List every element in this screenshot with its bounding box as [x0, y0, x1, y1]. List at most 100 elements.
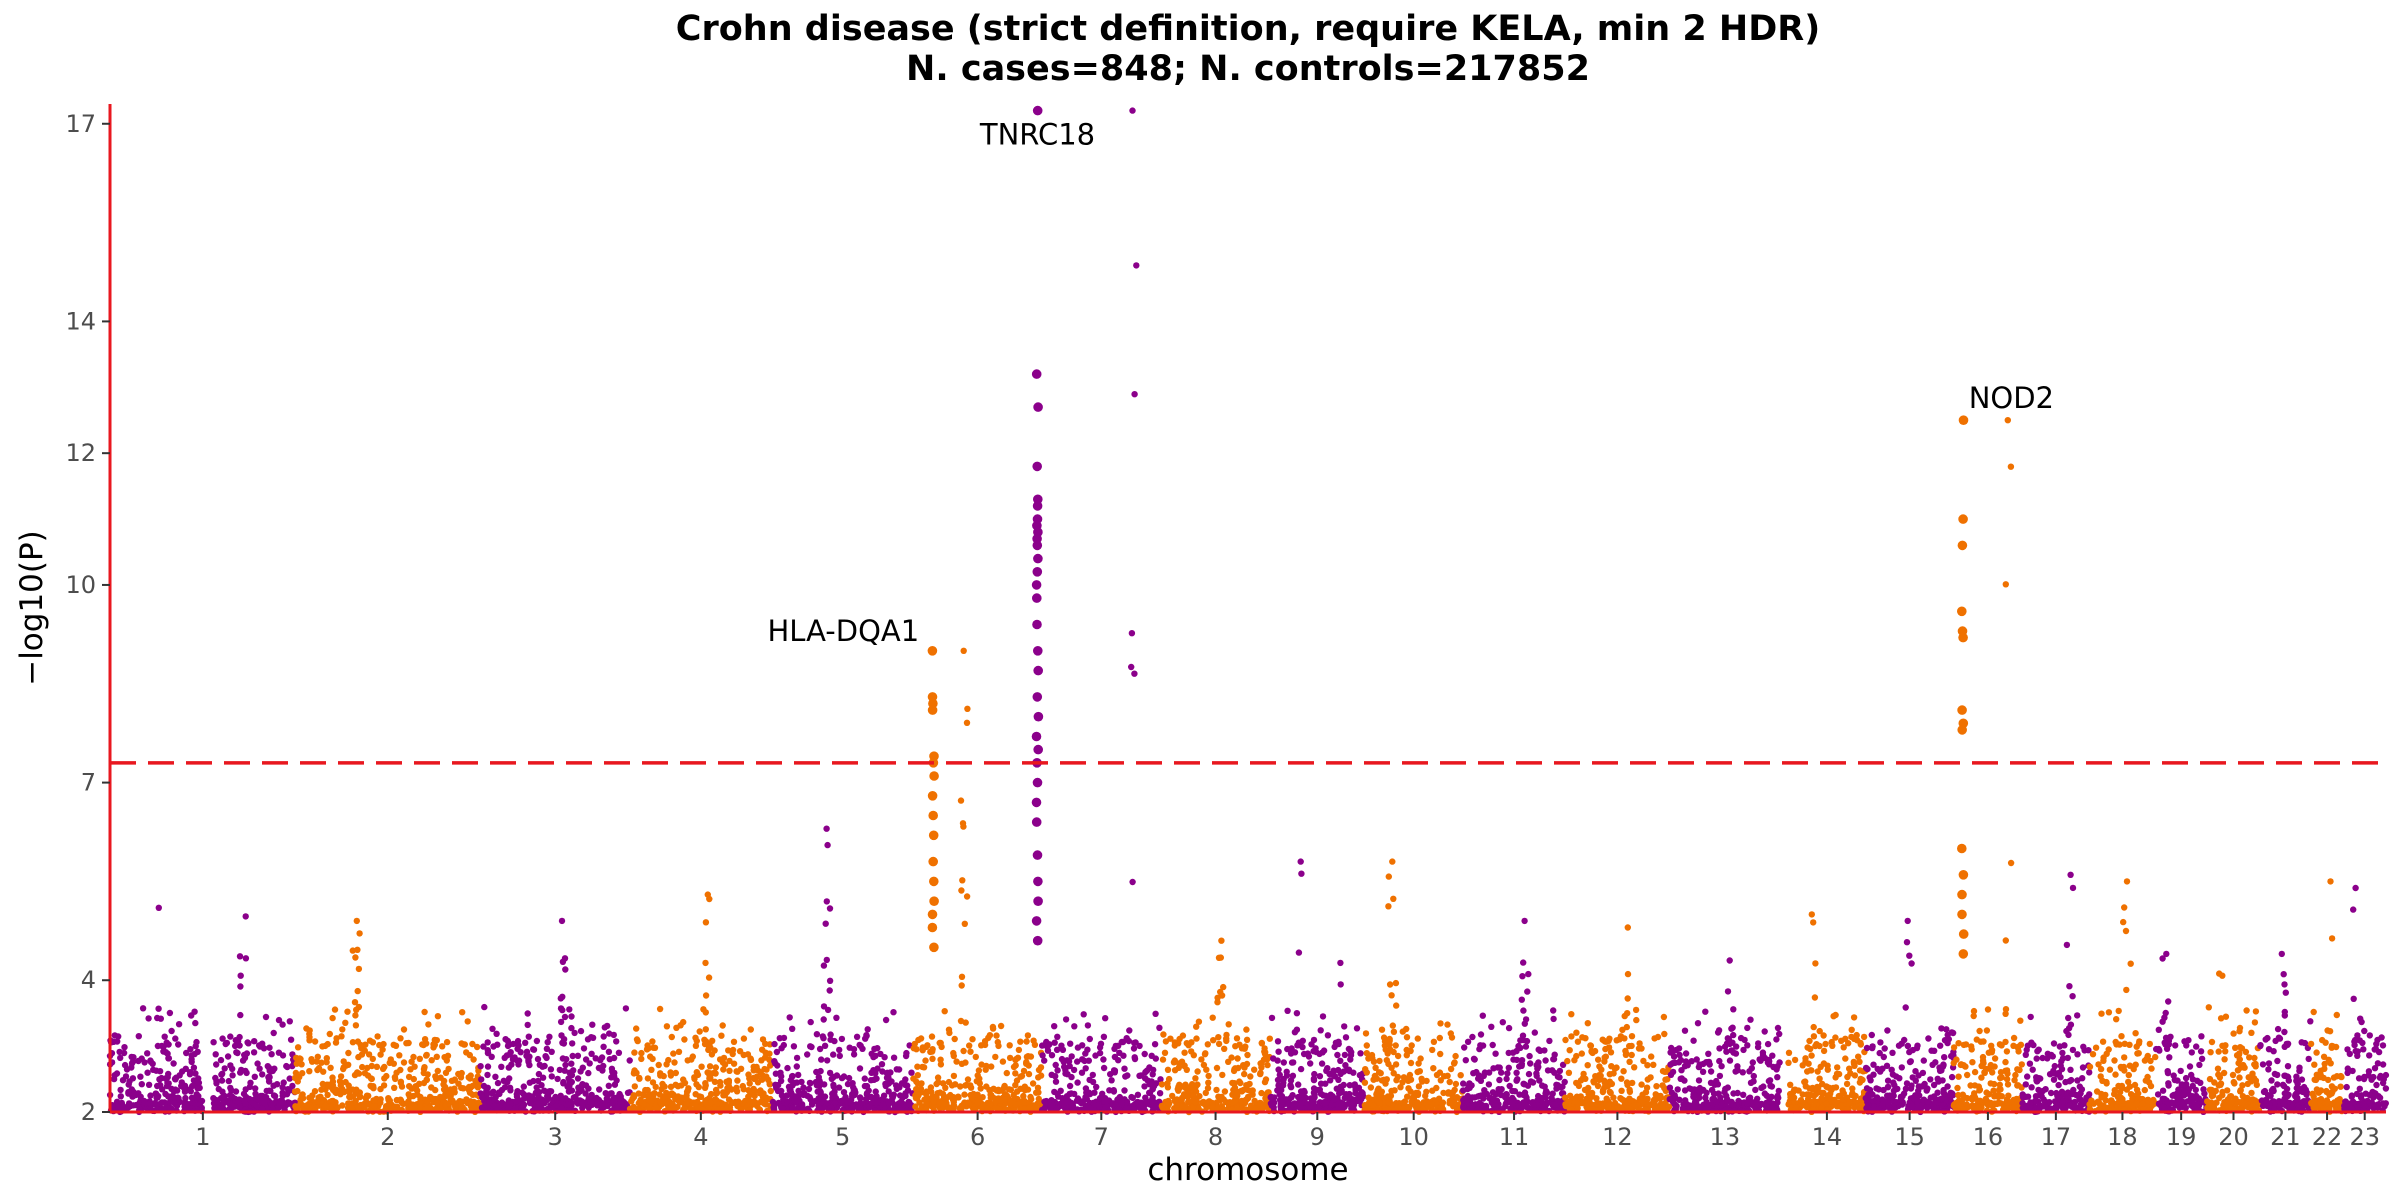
data-point: [870, 1053, 877, 1061]
data-point: [370, 1097, 377, 1104]
data-point: [1389, 858, 1396, 865]
data-point: [559, 993, 566, 1000]
data-point: [524, 1021, 531, 1029]
data-point: [1275, 1066, 1282, 1073]
data-point: [439, 1043, 446, 1050]
data-point: [1628, 1051, 1635, 1059]
data-point: [1307, 1060, 1314, 1067]
data-point: [759, 1046, 766, 1053]
data-point: [468, 1099, 475, 1106]
data-point: [377, 1099, 384, 1106]
data-point: [1342, 1062, 1349, 1069]
data-point: [1133, 262, 1140, 269]
data-point: [1423, 1088, 1430, 1096]
data-point: [1523, 1094, 1530, 1101]
data-point: [168, 1027, 175, 1035]
data-point: [1444, 1072, 1451, 1080]
data-point: [1361, 1079, 1369, 1086]
data-point: [1702, 1008, 1709, 1015]
data-point: [823, 825, 830, 832]
data-point: [1034, 1084, 1042, 1092]
data-point: [1406, 1071, 1414, 1079]
data-point: [950, 1072, 958, 1080]
data-point: [1520, 1007, 1527, 1014]
data-point: [856, 1041, 863, 1049]
data-point: [999, 1058, 1007, 1065]
data-point: [1171, 1067, 1179, 1074]
data-point: [349, 1039, 357, 1046]
data-point: [647, 1053, 654, 1060]
data-point: [150, 1066, 157, 1074]
data-point: [195, 1079, 203, 1087]
data-point: [692, 1091, 699, 1098]
data-point: [633, 1036, 641, 1043]
data-point: [995, 1086, 1002, 1094]
data-point: [473, 1043, 481, 1051]
data-point: [1083, 1089, 1090, 1096]
data-point: [1624, 995, 1631, 1002]
data-point: [1382, 1080, 1389, 1087]
data-point: [1054, 1067, 1061, 1074]
data-point: [640, 1092, 647, 1099]
data-point: [262, 1013, 270, 1021]
data-point: [1099, 1090, 1106, 1098]
data-point: [1047, 1102, 1054, 1109]
data-point: [311, 1038, 319, 1045]
data-point: [1294, 1042, 1301, 1049]
data-point: [1690, 1093, 1697, 1100]
data-point: [806, 1094, 813, 1101]
data-point: [314, 1066, 321, 1074]
data-point: [1024, 1032, 1032, 1039]
data-point: [704, 891, 711, 898]
data-point: [353, 917, 360, 925]
data-point: [885, 1088, 892, 1095]
data-point: [593, 1094, 600, 1102]
data-point: [888, 1092, 896, 1100]
data-point: [297, 1102, 304, 1109]
data-point: [286, 1100, 293, 1107]
data-point: [851, 1086, 858, 1094]
data-point: [930, 1103, 938, 1111]
data-point: [653, 1104, 660, 1112]
data-point: [1013, 1077, 1021, 1084]
data-point: [838, 1035, 846, 1043]
data-point: [844, 1098, 851, 1106]
data-point: [464, 1018, 471, 1025]
data-point: [397, 1079, 405, 1087]
data-point: [1601, 1079, 1609, 1087]
data-point: [225, 1077, 232, 1085]
data-point: [1824, 1066, 1832, 1073]
data-point: [1119, 1038, 1127, 1046]
data-point: [585, 1104, 592, 1111]
data-point: [1716, 1072, 1724, 1080]
data-point: [1171, 1057, 1179, 1064]
data-point: [773, 1048, 781, 1056]
data-point: [702, 1082, 709, 1089]
data-point: [1489, 1041, 1496, 1049]
data-point: [511, 1054, 518, 1061]
data-point: [469, 1091, 476, 1099]
data-point: [1660, 1013, 1668, 1021]
data-point: [568, 1087, 576, 1094]
data-point: [824, 1057, 831, 1064]
data-point: [692, 1034, 699, 1042]
data-point: [1020, 1099, 1027, 1106]
data-point: [1298, 870, 1305, 877]
data-point: [170, 1060, 177, 1067]
data-point: [337, 1073, 345, 1080]
data-point: [1131, 391, 1138, 398]
data-point: [923, 1100, 930, 1108]
data-point: [1370, 1058, 1378, 1065]
data-point: [494, 1079, 502, 1087]
data-point: [1299, 1037, 1307, 1045]
data-point: [1357, 1050, 1364, 1057]
data-point: [1158, 1102, 1166, 1110]
data-point: [245, 1040, 252, 1047]
data-point: [1851, 1072, 1859, 1079]
data-point: [558, 1104, 565, 1112]
data-point: [1178, 1058, 1186, 1065]
data-point: [322, 1086, 329, 1093]
data-point: [506, 1051, 513, 1058]
data-point: [1321, 1099, 1329, 1107]
data-point: [1336, 1090, 1343, 1097]
